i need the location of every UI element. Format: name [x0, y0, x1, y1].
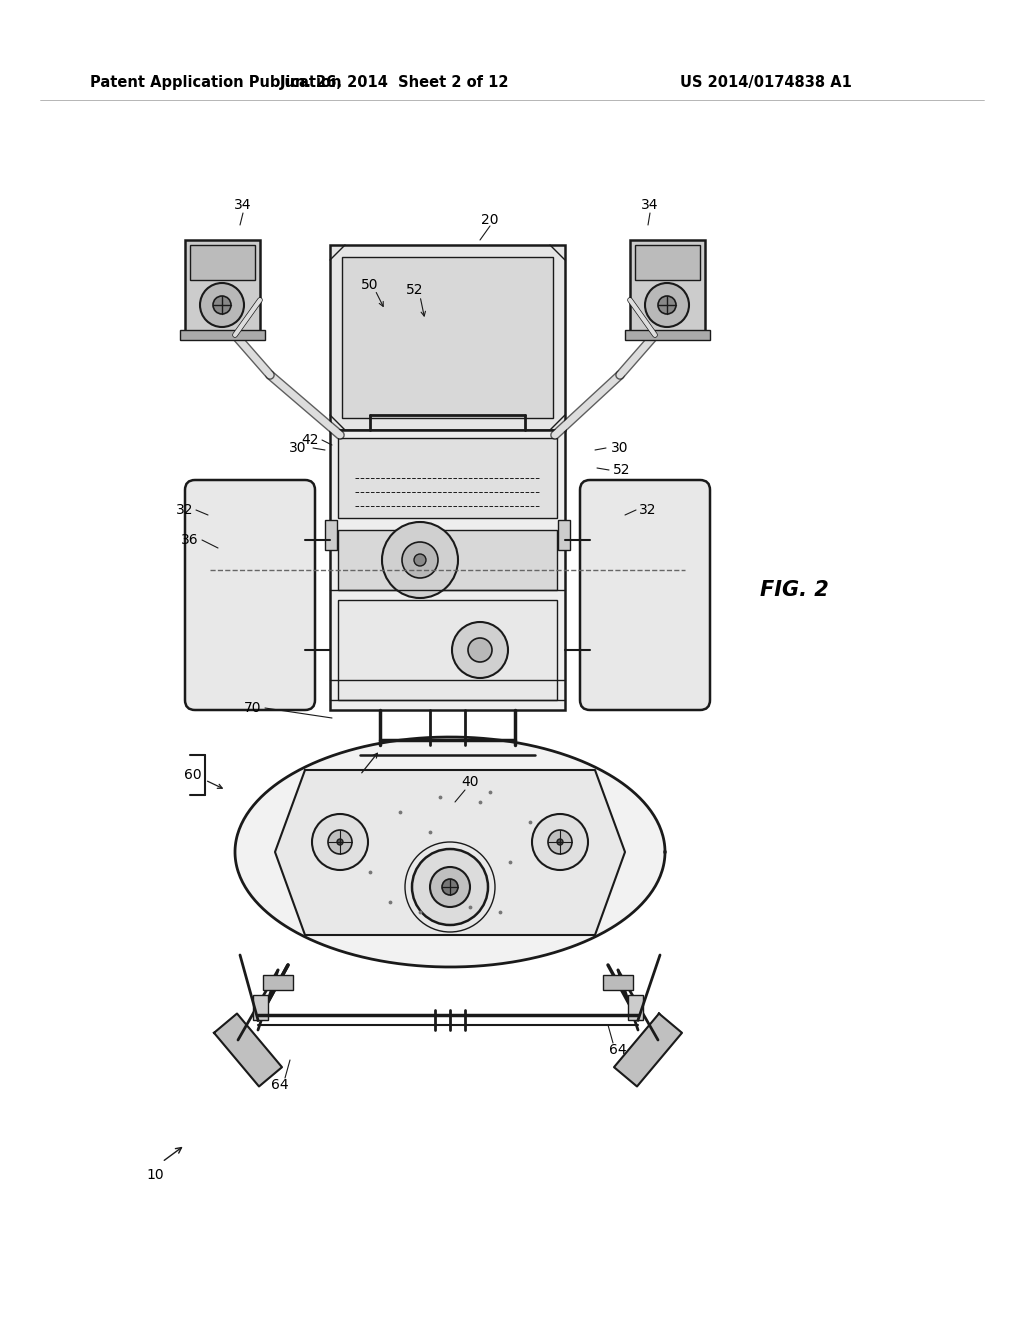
Bar [180, 330, 265, 341]
Text: 52: 52 [407, 282, 424, 297]
Circle shape [548, 830, 572, 854]
Circle shape [328, 830, 352, 854]
Text: 60: 60 [184, 768, 202, 781]
Bar [338, 438, 557, 517]
Circle shape [382, 521, 458, 598]
Text: 32: 32 [176, 503, 194, 517]
Text: 10: 10 [146, 1168, 164, 1181]
Bar [325, 520, 337, 550]
Circle shape [200, 282, 244, 327]
Bar [263, 975, 293, 990]
Bar [603, 975, 633, 990]
Circle shape [213, 296, 231, 314]
Text: 34: 34 [234, 198, 252, 213]
Text: 32: 32 [639, 503, 656, 517]
Polygon shape [214, 1014, 282, 1086]
Bar [330, 430, 565, 710]
Bar [185, 240, 260, 335]
Text: FIG. 2: FIG. 2 [760, 579, 828, 601]
Text: 36: 36 [181, 533, 199, 546]
Text: 52: 52 [613, 463, 631, 477]
Text: 30: 30 [611, 441, 629, 455]
Polygon shape [614, 1014, 682, 1086]
Circle shape [532, 814, 588, 870]
Bar [190, 246, 255, 280]
Circle shape [430, 867, 470, 907]
Bar [253, 995, 268, 1020]
Circle shape [645, 282, 689, 327]
Circle shape [402, 543, 438, 578]
Bar [635, 246, 700, 280]
Text: US 2014/0174838 A1: US 2014/0174838 A1 [680, 74, 852, 90]
Text: 50: 50 [361, 279, 379, 292]
FancyBboxPatch shape [185, 480, 315, 710]
Circle shape [557, 840, 563, 845]
Circle shape [442, 879, 458, 895]
Bar [628, 995, 643, 1020]
Text: 64: 64 [271, 1078, 289, 1092]
Text: 42: 42 [301, 433, 318, 447]
Bar [630, 240, 705, 335]
Polygon shape [236, 737, 665, 968]
FancyBboxPatch shape [580, 480, 710, 710]
Text: 64: 64 [609, 1043, 627, 1057]
Circle shape [337, 840, 343, 845]
Circle shape [468, 638, 492, 663]
Bar [342, 257, 553, 418]
Circle shape [412, 849, 488, 925]
Bar [625, 330, 710, 341]
Bar [338, 531, 557, 590]
Bar [338, 601, 557, 700]
Circle shape [414, 554, 426, 566]
Text: 30: 30 [289, 441, 307, 455]
Circle shape [452, 622, 508, 678]
Circle shape [312, 814, 368, 870]
Circle shape [658, 296, 676, 314]
Text: 70: 70 [245, 701, 262, 715]
Text: 34: 34 [641, 198, 658, 213]
Text: 40: 40 [461, 775, 479, 789]
Text: 20: 20 [481, 213, 499, 227]
Text: Jun. 26, 2014  Sheet 2 of 12: Jun. 26, 2014 Sheet 2 of 12 [281, 74, 510, 90]
Bar [330, 246, 565, 430]
Text: Patent Application Publication: Patent Application Publication [90, 74, 341, 90]
Bar [558, 520, 570, 550]
Polygon shape [275, 770, 625, 935]
